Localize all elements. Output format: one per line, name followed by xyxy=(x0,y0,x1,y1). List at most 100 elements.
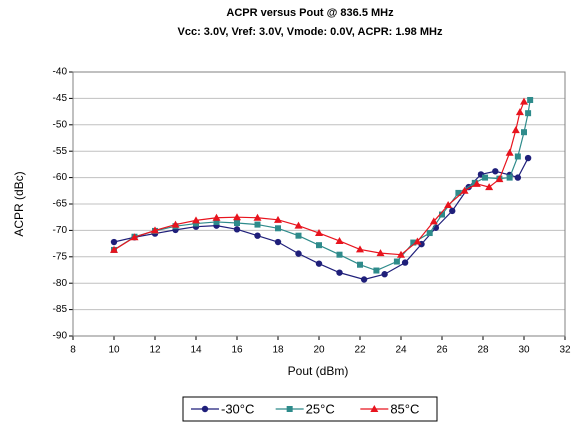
marker xyxy=(171,220,180,228)
y-tick-label: -75 xyxy=(53,251,68,262)
legend-box xyxy=(182,396,438,422)
x-tick-label: 20 xyxy=(313,345,325,356)
marker xyxy=(429,217,438,225)
marker xyxy=(294,221,303,229)
marker xyxy=(315,260,323,267)
marker xyxy=(316,242,322,249)
marker xyxy=(201,405,209,413)
marker xyxy=(426,230,433,237)
marker xyxy=(527,96,534,103)
marker xyxy=(130,233,139,241)
x-tick-label: 28 xyxy=(477,345,489,356)
marker xyxy=(286,406,293,412)
marker xyxy=(492,168,499,175)
marker xyxy=(192,216,200,224)
legend-label: -30°C xyxy=(221,401,254,416)
marker xyxy=(472,179,481,187)
marker xyxy=(506,174,513,181)
chart-subtitle: Vcc: 3.0V, Vref: 3.0V, Vmode: 0.0V, ACPR… xyxy=(178,26,443,38)
marker xyxy=(439,211,445,218)
marker xyxy=(357,261,363,268)
marker xyxy=(274,238,282,246)
marker xyxy=(524,154,532,162)
x-tick-label: 32 xyxy=(559,345,571,356)
marker xyxy=(495,175,504,183)
y-tick-label: -45 xyxy=(53,93,68,104)
marker xyxy=(315,229,323,237)
marker xyxy=(444,201,453,209)
y-tick-label: -40 xyxy=(53,67,68,78)
x-tick-label: 24 xyxy=(395,345,407,356)
marker xyxy=(505,148,514,156)
marker xyxy=(295,250,302,257)
marker xyxy=(295,232,302,239)
x-tick-label: 30 xyxy=(518,345,530,356)
marker xyxy=(234,220,240,227)
marker xyxy=(336,269,343,276)
marker xyxy=(373,267,380,274)
marker xyxy=(233,213,241,221)
marker xyxy=(482,174,489,181)
marker xyxy=(360,276,368,283)
marker xyxy=(254,221,261,228)
marker xyxy=(370,405,379,412)
marker xyxy=(381,271,388,278)
y-tick-label: -55 xyxy=(53,146,68,157)
y-tick-label: -80 xyxy=(53,278,68,289)
x-tick-label: 12 xyxy=(149,345,161,356)
marker xyxy=(525,110,532,117)
x-tick-label: 22 xyxy=(354,345,366,356)
y-axis-label: ACPR (dBc) xyxy=(12,171,26,236)
y-tick-label: -65 xyxy=(53,199,68,210)
marker xyxy=(213,218,220,225)
marker xyxy=(336,251,343,258)
marker xyxy=(514,174,522,181)
marker xyxy=(401,259,409,266)
x-tick-label: 26 xyxy=(436,345,448,356)
marker xyxy=(335,236,344,244)
marker xyxy=(193,220,199,227)
marker xyxy=(233,226,241,233)
x-tick-label: 8 xyxy=(70,345,76,356)
marker xyxy=(376,249,385,257)
legend-label: 85°C xyxy=(390,401,419,416)
marker xyxy=(520,97,528,105)
y-tick-label: -85 xyxy=(53,304,68,315)
y-tick-label: -60 xyxy=(53,172,68,183)
x-axis-label: Pout (dBm) xyxy=(288,364,349,378)
marker xyxy=(460,186,469,194)
marker xyxy=(253,213,262,221)
marker xyxy=(471,179,478,186)
marker xyxy=(449,207,456,215)
marker xyxy=(455,189,462,196)
marker xyxy=(410,239,417,246)
plot-frame xyxy=(72,71,566,337)
marker xyxy=(413,237,422,245)
marker xyxy=(511,126,520,134)
y-tick-label: -50 xyxy=(53,119,68,130)
marker xyxy=(151,226,159,234)
x-tick-label: 10 xyxy=(108,345,120,356)
x-tick-label: 18 xyxy=(272,345,284,356)
x-tick-label: 14 xyxy=(190,345,202,356)
legend-label: 25°C xyxy=(306,401,335,416)
marker xyxy=(212,213,221,221)
chart-title: ACPR versus Pout @ 836.5 MHz xyxy=(226,7,394,19)
x-tick-label: 16 xyxy=(231,345,243,356)
marker xyxy=(485,183,494,191)
y-tick-label: -70 xyxy=(53,225,68,236)
y-tick-label: -90 xyxy=(53,331,68,342)
marker xyxy=(254,232,261,239)
marker xyxy=(397,250,405,258)
marker xyxy=(275,225,281,232)
marker xyxy=(110,245,118,253)
marker xyxy=(515,108,524,116)
marker xyxy=(521,129,527,136)
marker xyxy=(110,238,118,246)
marker xyxy=(356,245,364,253)
marker xyxy=(514,153,521,160)
marker xyxy=(393,258,400,265)
marker xyxy=(274,215,282,223)
